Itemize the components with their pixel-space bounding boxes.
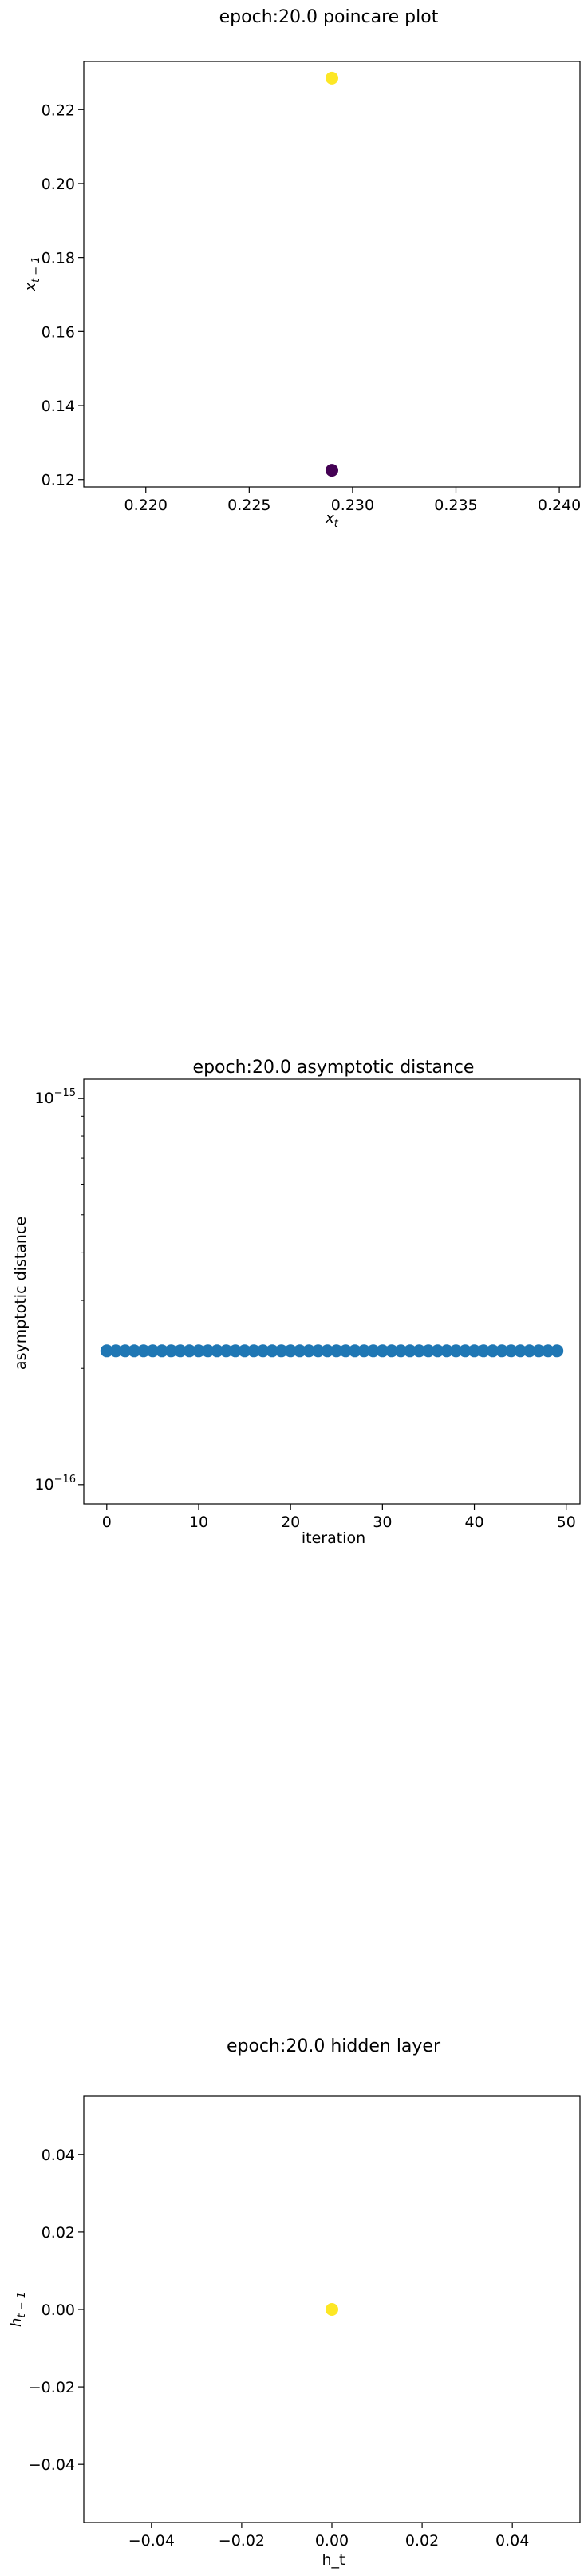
chart-title: epoch:20.0 asymptotic distance (193, 1058, 475, 1078)
y-tick-label: 0.02 (41, 2224, 75, 2242)
x-tick-label: 0.235 (434, 497, 477, 514)
asymptotic-distance-chart: epoch:20.0 asymptotic distance 0 10 20 30 40… (12, 1058, 581, 1547)
y-tick-label: −0.02 (29, 2379, 75, 2396)
data-point (459, 1344, 472, 1358)
poincare-plot-chart: epoch:20.0 poincare plot 0.220 0.225 0.230… (22, 7, 581, 530)
data-point (514, 1344, 527, 1358)
data-point (183, 1344, 196, 1358)
data-point (449, 1344, 463, 1358)
data-point (219, 1344, 233, 1358)
data-point (431, 1344, 444, 1358)
data-point (376, 1344, 389, 1358)
y-tick-label: 0.04 (41, 2147, 75, 2164)
x-tick-label: 50 (557, 1514, 576, 1531)
x-tick-label: 30 (373, 1514, 392, 1531)
data-point (339, 1344, 353, 1358)
data-point (421, 1344, 435, 1358)
plot-frame (83, 61, 581, 488)
x-tick-label: 20 (281, 1514, 300, 1531)
x-axis-label: xt (325, 510, 339, 530)
data-point (238, 1344, 251, 1358)
y-tick-label: 0.12 (41, 472, 75, 489)
data-point (477, 1344, 491, 1358)
y-tick-label: −0.04 (29, 2456, 75, 2474)
data-point (247, 1344, 261, 1358)
poincare-figure: epoch:20.0 poincare plot 0.220 0.225 0.230… (0, 0, 588, 559)
x-tick-label: 0.220 (124, 497, 168, 514)
data-point (274, 1344, 288, 1358)
chart-title: epoch:20.0 poincare plot (219, 7, 439, 27)
x-tick-label: 0 (102, 1514, 112, 1531)
data-point (146, 1344, 160, 1358)
data-point (118, 1344, 132, 1358)
data-point (100, 1344, 113, 1358)
data-point (211, 1344, 224, 1358)
y-axis-label: asymptotic distance (12, 1217, 30, 1370)
data-point (394, 1344, 408, 1358)
y-tick-label: 0.16 (41, 323, 75, 341)
x-tick-label: −0.04 (128, 2532, 175, 2550)
data-point (229, 1344, 243, 1358)
data-point (403, 1344, 416, 1358)
y-axis-label: ht − 1 (8, 2292, 28, 2327)
y-tick-label: 0.18 (41, 250, 75, 267)
y-tick-label: 0.22 (41, 101, 75, 119)
data-point (523, 1344, 536, 1358)
data-point (495, 1344, 509, 1358)
data-point (330, 1344, 343, 1358)
data-point (551, 1344, 564, 1358)
asymptotic-distance-figure: epoch:20.0 asymptotic distance 0 10 20 30 40… (0, 1038, 588, 1597)
data-point (326, 71, 338, 85)
data-point (293, 1344, 306, 1358)
data-point (302, 1344, 316, 1358)
data-point (256, 1344, 270, 1358)
data-point (155, 1344, 168, 1358)
y-tick-label: 0.20 (41, 176, 75, 193)
data-point (504, 1344, 518, 1358)
data-point (440, 1344, 453, 1358)
data-point (486, 1344, 499, 1358)
data-point (266, 1344, 279, 1358)
data-point (412, 1344, 426, 1358)
x-tick-label: 0.230 (331, 497, 374, 514)
y-tick-label: 0.14 (41, 398, 75, 415)
x-tick-label: 0.02 (405, 2532, 439, 2550)
x-tick-label: 0.00 (315, 2532, 349, 2550)
x-tick-label: 40 (464, 1514, 483, 1531)
data-point (173, 1344, 187, 1358)
hidden-layer-chart: epoch:20.0 hidden layer −0.04 −0.02 0.00 0.… (8, 2036, 581, 2569)
data-point (357, 1344, 371, 1358)
data-point (532, 1344, 546, 1358)
x-tick-label: 0.04 (495, 2532, 529, 2550)
x-axis-label: iteration (302, 1529, 365, 1547)
y-tick-label: 10−15 (34, 1087, 76, 1107)
hidden-layer-figure: epoch:20.0 hidden layer −0.04 −0.02 0.00 0.… (0, 2014, 588, 2573)
chart-title: epoch:20.0 hidden layer (227, 2036, 441, 2056)
y-tick-label: 0.00 (41, 2301, 75, 2319)
data-point (541, 1344, 554, 1358)
data-point (284, 1344, 298, 1358)
data-point (366, 1344, 380, 1358)
x-axis-label: h_t (322, 2551, 345, 2569)
data-point (348, 1344, 361, 1358)
data-point (128, 1344, 141, 1358)
data-point (311, 1344, 325, 1358)
data-point (201, 1344, 215, 1358)
data-point (326, 464, 338, 477)
data-point (164, 1344, 178, 1358)
y-axis-label: xt − 1 (22, 256, 42, 291)
data-point (326, 2303, 338, 2316)
data-point (385, 1344, 398, 1358)
x-tick-label: 0.240 (538, 497, 581, 514)
y-tick-label: 10−16 (34, 1474, 76, 1494)
data-point (109, 1344, 123, 1358)
data-point (468, 1344, 481, 1358)
data-point (191, 1344, 205, 1358)
x-tick-label: 10 (189, 1514, 208, 1531)
x-tick-label: 0.225 (227, 497, 270, 514)
data-point (321, 1344, 334, 1358)
data-point (136, 1344, 150, 1358)
plot-frame (83, 1078, 581, 1505)
x-tick-label: −0.02 (219, 2532, 265, 2550)
